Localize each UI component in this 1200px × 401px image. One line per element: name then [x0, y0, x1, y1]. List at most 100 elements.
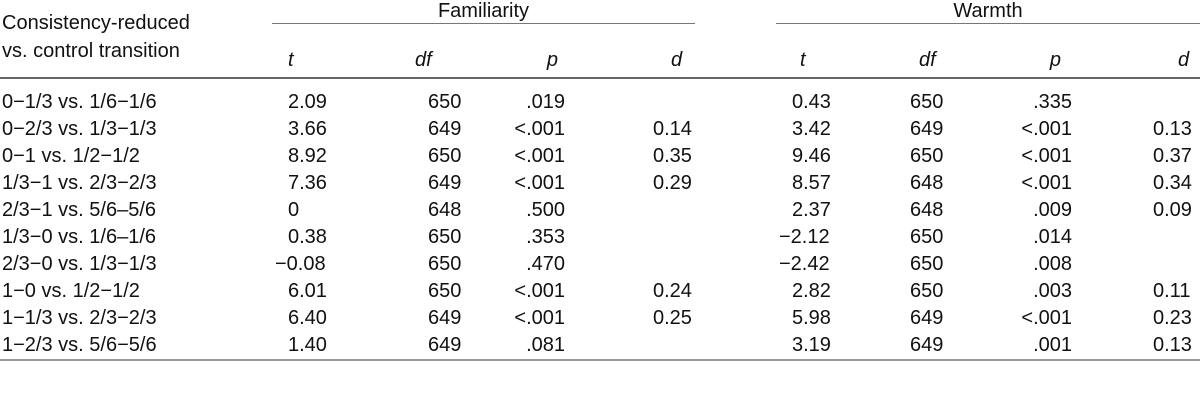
- cell-warm-p: <.001: [1021, 145, 1072, 167]
- cell-warm-p: .014: [1033, 226, 1072, 248]
- table-row: 0−1 vs. 1/2−1/2 8.92 650 <.001 0.35 9.46…: [0, 143, 1200, 170]
- cell-warm-t: 0.43: [792, 91, 831, 113]
- cell-warm-df: 648: [910, 172, 944, 194]
- table-row: 1/3−0 vs. 1/6–1/6 0.38 650 .353 −2.12 65…: [0, 224, 1200, 251]
- col-header-warm-d: d: [1075, 24, 1200, 79]
- cell-warm-df: 649: [910, 307, 944, 329]
- cell-warm-df: 650: [910, 226, 944, 248]
- cell-warm-d: 0.13: [1153, 118, 1192, 140]
- col-header-fam-df: df: [400, 24, 470, 79]
- row-label: 1−2/3 vs. 5/6−5/6: [0, 332, 272, 361]
- cell-fam-d: [568, 78, 704, 116]
- cell-warm-d: 0.13: [1075, 332, 1200, 361]
- cell-warm-d: [1075, 224, 1200, 251]
- cell-warm-df: 650: [910, 91, 944, 113]
- cell-warm-t: 2.82: [792, 280, 831, 302]
- cell-fam-p: .470: [526, 253, 565, 275]
- cell-fam-t: 8.92: [288, 145, 327, 167]
- cell-fam-p: <.001: [514, 118, 565, 140]
- cell-warm-df: 648: [910, 199, 944, 221]
- stat-header-row: t df p d t df p d: [0, 24, 1200, 79]
- row-label: 1/3−0 vs. 1/6–1/6: [2, 226, 157, 248]
- cell-warm-p: .009: [1033, 199, 1072, 221]
- table-row: 1−2/3 vs. 5/6−5/6 1.40 649 .081 3.19 649…: [0, 332, 1200, 361]
- cell-warm-df: 649: [870, 332, 950, 361]
- cell-warm-d: 0.09: [1153, 199, 1192, 221]
- row-group-title: Consistency-reduced vs. control transiti…: [0, 0, 272, 79]
- cell-warm-p: .008: [1033, 253, 1072, 275]
- col-header-warm-df: df: [870, 24, 950, 79]
- cell-fam-d: 0.14: [653, 118, 692, 140]
- cell-warm-t: −2.12: [779, 226, 830, 248]
- row-label: 0−1/3 vs. 1/6−1/6: [2, 91, 157, 113]
- cell-warm-d: [1075, 251, 1200, 278]
- cell-warm-p: <.001: [1021, 307, 1072, 329]
- cell-fam-d: [568, 332, 704, 361]
- row-label: 1/3−1 vs. 2/3−2/3: [2, 172, 157, 194]
- cell-fam-p: <.001: [514, 145, 565, 167]
- cell-warm-t: 8.57: [792, 172, 831, 194]
- results-table: Consistency-reduced vs. control transiti…: [0, 0, 1200, 361]
- cell-fam-df: 650: [428, 145, 462, 167]
- cell-warm-t: 3.42: [792, 118, 831, 140]
- cell-warm-t: 3.19: [704, 332, 870, 361]
- row-label: 1−0 vs. 1/2−1/2: [2, 280, 140, 302]
- cell-fam-p: .019: [526, 91, 565, 113]
- cell-fam-t: 6.40: [288, 307, 327, 329]
- cell-fam-d: 0.35: [653, 145, 692, 167]
- table-row: 2/3−0 vs. 1/3−1/3 −0.08 650 .470 −2.42 6…: [0, 251, 1200, 278]
- col-header-fam-t: t: [272, 24, 400, 79]
- table-row: 0−2/3 vs. 1/3−1/3 3.66 649 <.001 0.14 3.…: [0, 116, 1200, 143]
- group-header-familiarity: Familiarity: [272, 0, 695, 24]
- cell-warm-t: −2.42: [779, 253, 830, 275]
- cell-warm-d: 0.11: [1153, 280, 1191, 302]
- cell-fam-df: 650: [428, 226, 462, 248]
- row-label: 0−2/3 vs. 1/3−1/3: [2, 118, 157, 140]
- col-header-warm-t: t: [704, 24, 870, 79]
- table-row: 1−1/3 vs. 2/3−2/3 6.40 649 <.001 0.25 5.…: [0, 305, 1200, 332]
- cell-fam-d: 0.25: [653, 307, 692, 329]
- cell-warm-p: <.001: [1021, 118, 1072, 140]
- cell-fam-t: 2.09: [288, 91, 327, 113]
- row-label: 1−1/3 vs. 2/3−2/3: [2, 307, 157, 329]
- table-row: 1−0 vs. 1/2−1/2 6.01 650 <.001 0.24 2.82…: [0, 278, 1200, 305]
- cell-fam-df: 650: [428, 253, 462, 275]
- col-header-warm-p: p: [950, 24, 1075, 79]
- cell-fam-t: 6.01: [288, 280, 327, 302]
- cell-fam-t: 0: [288, 199, 300, 221]
- cell-fam-p: .353: [526, 226, 565, 248]
- cell-fam-p: .081: [470, 332, 568, 361]
- cell-fam-t: 7.36: [288, 172, 327, 194]
- cell-fam-df: 648: [428, 199, 462, 221]
- group-header-familiarity-cell: Familiarity: [272, 0, 704, 24]
- cell-warm-df: 650: [910, 145, 944, 167]
- group-header-warmth: Warmth: [776, 0, 1200, 24]
- cell-warm-p: .003: [1033, 280, 1072, 302]
- cell-warm-d: [1075, 78, 1200, 116]
- row-label: 2/3−1 vs. 5/6–5/6: [2, 199, 157, 221]
- cell-fam-p: <.001: [514, 280, 565, 302]
- cell-fam-df: 649: [428, 307, 462, 329]
- cell-warm-t: 2.37: [792, 199, 831, 221]
- cell-warm-d: 0.34: [1153, 172, 1192, 194]
- cell-fam-t: −0.08: [275, 253, 326, 275]
- cell-fam-df: 650: [428, 280, 462, 302]
- cell-fam-p: <.001: [514, 307, 565, 329]
- cell-fam-p: <.001: [514, 172, 565, 194]
- cell-fam-d: [568, 197, 704, 224]
- cell-fam-t: 0.38: [288, 226, 327, 248]
- cell-warm-p: <.001: [1021, 172, 1072, 194]
- row-label: 0−1 vs. 1/2−1/2: [2, 145, 140, 167]
- cell-warm-p: .335: [1033, 91, 1072, 113]
- cell-warm-d: 0.23: [1153, 307, 1192, 329]
- cell-fam-d: [568, 251, 704, 278]
- cell-fam-p: .500: [526, 199, 565, 221]
- cell-fam-d: [568, 224, 704, 251]
- cell-fam-df: 649: [428, 172, 462, 194]
- cell-warm-df: 649: [910, 118, 944, 140]
- cell-warm-df: 650: [910, 280, 944, 302]
- cell-warm-t: 5.98: [792, 307, 831, 329]
- cell-warm-t: 9.46: [792, 145, 831, 167]
- cell-warm-d: 0.37: [1153, 145, 1192, 167]
